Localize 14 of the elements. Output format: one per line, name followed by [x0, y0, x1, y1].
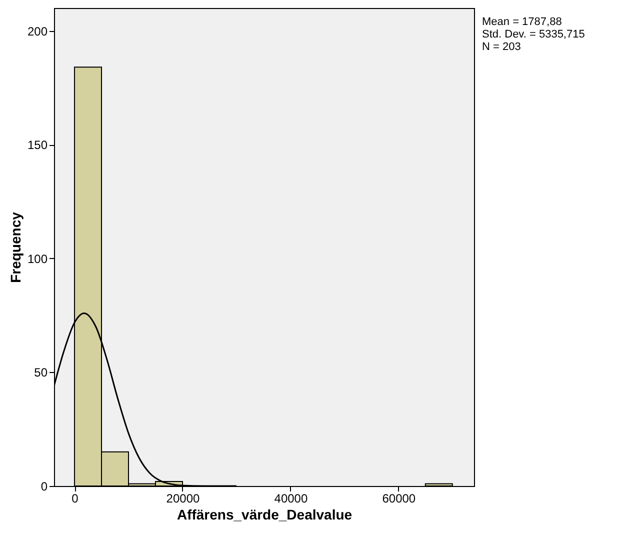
x-tick-label: 40000 — [274, 492, 308, 506]
text: Mean = 1787,88 — [482, 16, 562, 28]
y-tick-label: 100 — [27, 252, 48, 266]
x-axis-title: Affärens_värde_Dealvalue — [176, 506, 352, 522]
y-tick-label: 150 — [27, 138, 48, 152]
y-tick-label: 0 — [40, 480, 48, 494]
y-axis-title: Frequency — [7, 212, 24, 283]
y-tick-label: 200 — [27, 24, 48, 38]
x-tick-label: 20000 — [166, 492, 200, 506]
text: N = 203 — [482, 41, 521, 53]
text: Std. Dev. = 5335,715 — [482, 28, 585, 40]
y-tick-label: 50 — [34, 366, 48, 380]
x-tick-label: 60000 — [382, 492, 416, 506]
x-tick-label: 0 — [72, 492, 79, 506]
